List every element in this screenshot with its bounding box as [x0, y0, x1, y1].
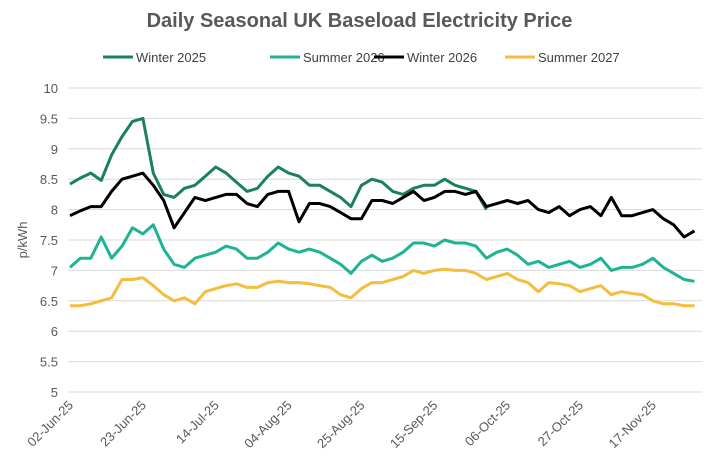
y-tick-label: 9.5 [40, 111, 58, 126]
chart-title: Daily Seasonal UK Baseload Electricity P… [146, 10, 573, 32]
y-tick-label: 10 [44, 81, 58, 96]
x-axis-ticks: 02-Jun-25 23-Jun-25 14-Jul-25 04-Aug-25 25-A… [24, 398, 659, 452]
legend-label: Winter 2026 [407, 50, 477, 65]
x-tick-label: 14-Jul-25 [173, 398, 222, 447]
series-lines [69, 116, 696, 308]
gridlines [68, 87, 702, 393]
x-tick-label: 02-Jun-25 [24, 398, 76, 450]
legend: Winter 2025 Summer 2026 Winter 2026 Summer … [103, 50, 620, 65]
x-tick-label: 27-Oct-25 [535, 398, 586, 449]
series-line-winter-2026 [69, 171, 696, 239]
y-axis-label: p/kWh [15, 222, 30, 259]
x-tick-label: 06-Oct-25 [462, 398, 513, 449]
y-tick-label: 6 [51, 324, 58, 339]
series-line-summer-2026 [69, 223, 695, 283]
x-tick-label: 23-Jun-25 [97, 398, 149, 450]
y-tick-label: 8.5 [40, 172, 58, 187]
y-tick-label: 7 [51, 263, 58, 278]
legend-item: Summer 2026 [270, 50, 385, 65]
x-tick-label: 17-Nov-25 [605, 398, 659, 452]
series-line-winter-2025 [69, 116, 488, 211]
legend-item: Winter 2026 [374, 50, 477, 65]
x-tick-label: 25-Aug-25 [314, 398, 368, 452]
legend-label: Winter 2025 [136, 50, 206, 65]
y-tick-label: 6.5 [40, 294, 58, 309]
y-tick-label: 5.5 [40, 355, 58, 370]
y-tick-label: 8 [51, 203, 58, 218]
x-tick-label: 04-Aug-25 [241, 398, 295, 452]
legend-label: Summer 2027 [538, 50, 620, 65]
legend-item: Summer 2027 [505, 50, 620, 65]
y-tick-label: 9 [51, 142, 58, 157]
y-axis-ticks: 5 5.5 6 6.5 7 7.5 8 8.5 9 9.5 10 [40, 81, 58, 400]
series-line-summer-2027 [70, 267, 695, 308]
y-tick-label: 7.5 [40, 233, 58, 248]
legend-label: Summer 2026 [303, 50, 385, 65]
legend-item: Winter 2025 [103, 50, 206, 65]
y-tick-label: 5 [51, 385, 58, 400]
x-tick-label: 15-Sep-25 [387, 398, 441, 452]
